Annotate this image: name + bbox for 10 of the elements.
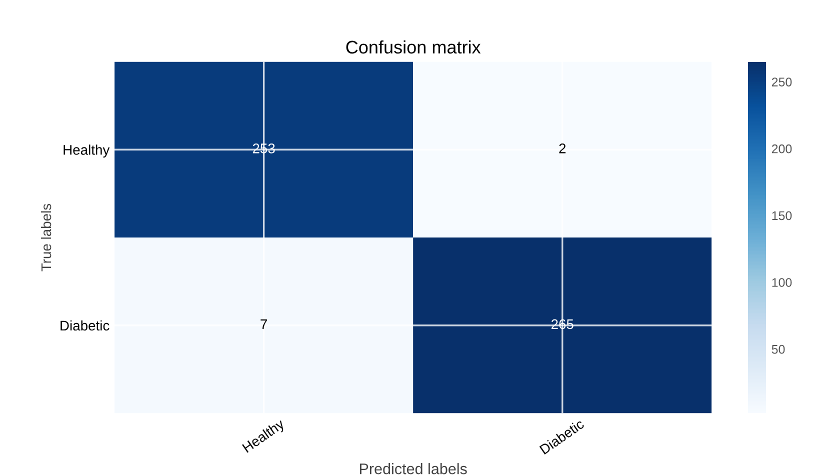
y-axis-title: True labels xyxy=(40,204,52,272)
color-bar-label: 50 xyxy=(772,344,785,354)
data-label: 7 xyxy=(260,319,267,329)
color-bar-label: 250 xyxy=(772,78,792,86)
data-label: 2 xyxy=(559,144,566,154)
color-bar-label: 150 xyxy=(772,211,792,220)
color-bar-label: 100 xyxy=(772,278,792,287)
color-bar-label: 200 xyxy=(772,144,792,154)
x-axis-title: Predicted labels xyxy=(360,463,467,474)
chart-title: Confusion matrix xyxy=(346,40,481,54)
